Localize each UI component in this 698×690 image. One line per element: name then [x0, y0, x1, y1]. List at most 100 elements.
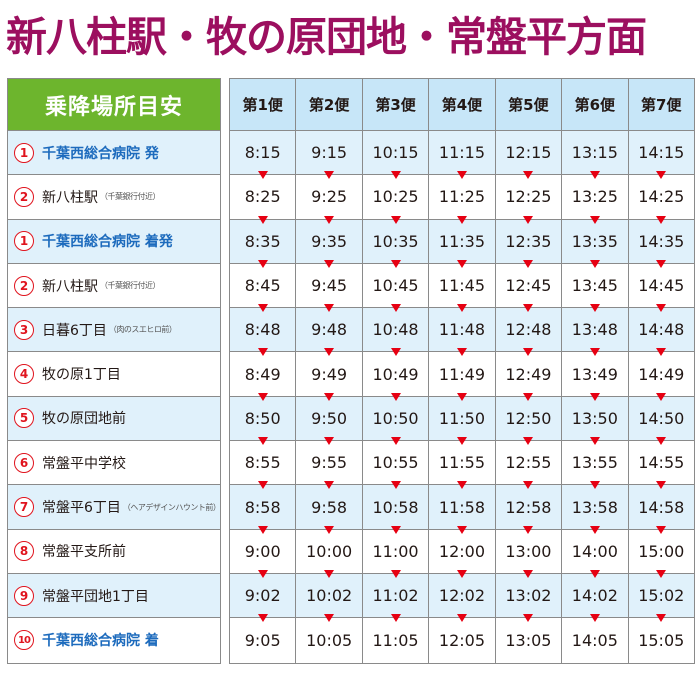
- time-cell: 11:48: [429, 308, 496, 357]
- time-cell: 9:55: [296, 441, 363, 490]
- departure-time: 14:15: [638, 143, 685, 163]
- time-cell: 9:48: [296, 308, 363, 357]
- down-triangle-icon: [456, 437, 467, 446]
- stop-name: 千葉西総合病院 着: [42, 633, 159, 650]
- down-triangle-icon: [324, 259, 335, 268]
- down-triangle-icon: [656, 348, 667, 357]
- down-triangle-icon: [390, 525, 401, 534]
- stop-name: 牧の原団地前: [42, 411, 126, 428]
- time-row: 8:58 9:58 10:58 11:58 12:58 13:58 14:58: [230, 485, 694, 534]
- time-cell: 11:45: [429, 263, 496, 313]
- time-cell: 8:55: [230, 441, 297, 490]
- time-cell: 9:00: [230, 529, 297, 578]
- down-triangle-icon: [523, 215, 534, 224]
- down-triangle-icon: [589, 171, 600, 180]
- stop-note: （肉のスエヒロ前）: [108, 325, 177, 335]
- down-triangle-icon: [456, 259, 467, 268]
- stop-rows: 1 千葉西総合病院 発 2 新八柱駅 （千葉銀行付近） 1 千葉西総合病院 着発 2 新八柱駅（…: [8, 131, 221, 663]
- time-cell: 10:02: [296, 573, 363, 623]
- departure-time: 11:49: [438, 364, 486, 384]
- timetable: 第1便 第2便 第3便 第4便 第5便 第6便 第7便 8:15 9:15 10:15 11:15…: [229, 78, 695, 664]
- departure-time: 11:45: [438, 276, 486, 296]
- time-cell: 11:50: [429, 396, 496, 446]
- departure-time: 14:49: [638, 364, 685, 384]
- time-cell: 10:00: [296, 529, 363, 578]
- time-cell: 8:48: [230, 308, 297, 357]
- stop-number-badge: 4: [14, 364, 34, 385]
- down-triangle-icon: [456, 481, 467, 490]
- stop-name: 常盤平団地1丁目: [42, 588, 149, 605]
- time-cell: 10:35: [363, 219, 430, 268]
- time-cell: 13:50: [562, 396, 629, 446]
- departure-time: 9:02: [244, 586, 281, 606]
- departure-time: 14:02: [571, 586, 618, 606]
- stop-number-badge: 8: [14, 541, 34, 562]
- time-cell: 15:00: [629, 530, 694, 578]
- time-cell: 14:58: [629, 485, 694, 534]
- departure-time: 10:05: [306, 630, 353, 650]
- down-triangle-icon: [456, 614, 467, 623]
- time-cell: 12:35: [496, 219, 563, 268]
- departure-time: 10:02: [306, 586, 353, 606]
- stop-name: 新八柱駅: [42, 189, 98, 206]
- down-triangle-icon: [257, 481, 268, 490]
- down-triangle-icon: [324, 437, 335, 446]
- departure-time: 10:48: [372, 320, 419, 340]
- departure-time: 10:25: [372, 187, 419, 207]
- departure-time: 8:48: [244, 320, 281, 340]
- time-cell: 10:49: [363, 352, 430, 401]
- down-triangle-icon: [456, 215, 467, 224]
- departure-time: 13:48: [571, 320, 618, 340]
- down-triangle-icon: [324, 614, 335, 623]
- time-cell: 12:48: [496, 308, 563, 357]
- down-triangle-icon: [523, 569, 534, 578]
- departure-time: 12:50: [505, 408, 552, 428]
- time-cell: 10:25: [363, 175, 430, 224]
- departure-time: 13:15: [571, 143, 618, 163]
- departure-time: 13:45: [571, 276, 618, 296]
- stop-number-badge: 1: [14, 142, 34, 163]
- departure-time: 12:25: [505, 187, 552, 207]
- down-triangle-icon: [656, 171, 667, 180]
- down-triangle-icon: [257, 614, 268, 623]
- stop-name: 新八柱駅: [42, 278, 98, 295]
- time-cell: 13:58: [562, 485, 629, 534]
- time-cell: 12:00: [429, 529, 496, 578]
- stop-name: 牧の原1丁目: [42, 367, 121, 384]
- time-cell: 11:58: [429, 485, 496, 534]
- down-triangle-icon: [390, 304, 401, 313]
- departure-time: 11:25: [438, 187, 486, 207]
- time-cell: 13:15: [562, 131, 629, 180]
- down-triangle-icon: [390, 215, 401, 224]
- stop-name: 千葉西総合病院 発: [42, 145, 159, 162]
- time-cell: 14:15: [629, 131, 694, 180]
- time-cell: 9:35: [296, 219, 363, 268]
- down-triangle-icon: [656, 392, 667, 401]
- departure-time: 9:49: [311, 364, 348, 384]
- down-triangle-icon: [257, 304, 268, 313]
- down-triangle-icon: [257, 525, 268, 534]
- departure-time: 15:02: [638, 586, 685, 606]
- time-cell: 12:05: [429, 618, 496, 663]
- stop-row: 3 日暮6丁目 （肉のスエヒロ前）: [8, 308, 220, 353]
- departure-time: 13:05: [505, 630, 552, 650]
- stop-number-badge: 1: [14, 231, 34, 252]
- time-cell: 10:05: [296, 618, 363, 663]
- time-cell: 11:35: [429, 219, 496, 268]
- departure-time: 13:49: [571, 364, 618, 384]
- down-triangle-icon: [589, 215, 600, 224]
- down-triangle-icon: [390, 437, 401, 446]
- departure-time: 10:58: [372, 497, 419, 517]
- down-triangle-icon: [523, 304, 534, 313]
- time-cell: 13:45: [562, 263, 629, 313]
- departure-time: 8:15: [244, 143, 281, 163]
- down-triangle-icon: [324, 525, 335, 534]
- down-triangle-icon: [456, 171, 467, 180]
- stop-row: 4 牧の原1丁目: [8, 352, 220, 397]
- down-triangle-icon: [656, 525, 667, 534]
- down-triangle-icon: [257, 215, 268, 224]
- time-cell: 12:15: [496, 131, 563, 180]
- stop-name: 常盤平支所前: [42, 544, 126, 561]
- departure-time: 14:45: [638, 276, 685, 296]
- down-triangle-icon: [589, 614, 600, 623]
